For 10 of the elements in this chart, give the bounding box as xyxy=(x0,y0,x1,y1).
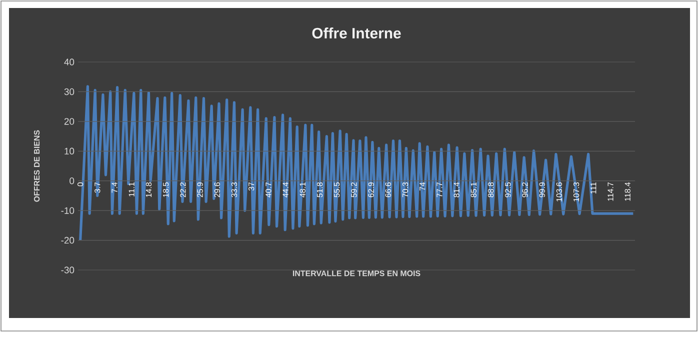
y-tick-label: -10 xyxy=(61,207,74,214)
y-tick-label: -30 xyxy=(61,266,74,274)
y-tick-label: 10 xyxy=(64,148,74,154)
y-tick-label: 30 xyxy=(64,88,74,96)
line-series xyxy=(79,85,634,242)
chart-title: Offre Interne xyxy=(312,28,401,38)
y-tick-label: 40 xyxy=(64,58,74,66)
y-tick-label: -20 xyxy=(61,236,74,244)
y-tick-label: 20 xyxy=(64,118,74,125)
y-tick-label: 0 xyxy=(70,178,74,184)
